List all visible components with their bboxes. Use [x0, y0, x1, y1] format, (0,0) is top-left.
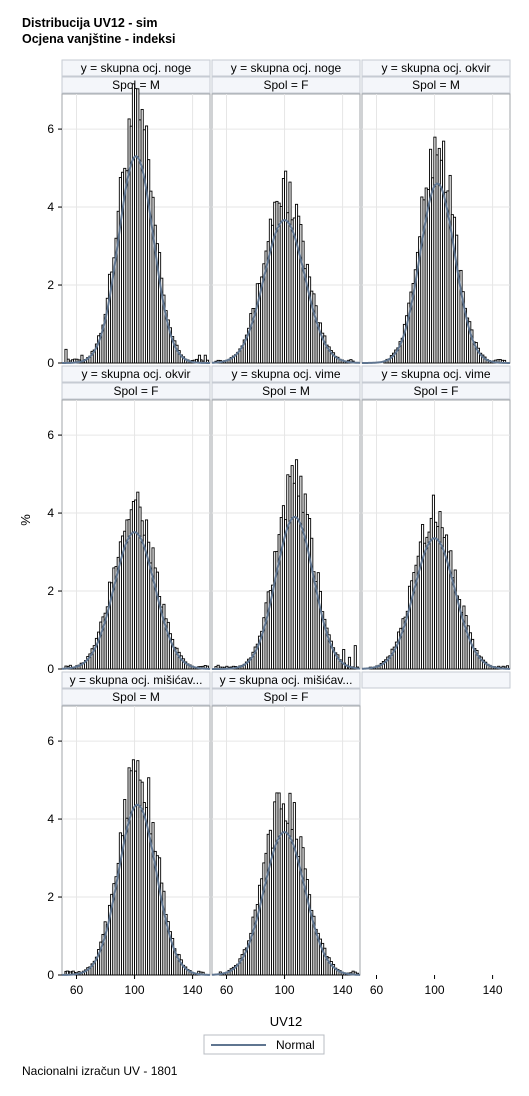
- y-tick-label: 6: [47, 428, 54, 442]
- x-tick-label: 140: [333, 983, 353, 997]
- normal-curve: [361, 537, 511, 670]
- x-tick-label: 60: [370, 983, 384, 997]
- y-tick-label: 6: [47, 122, 54, 136]
- normal-curve: [61, 531, 211, 670]
- chart-title-block: Distribucija UV12 - sim Ocjena vanjštine…: [22, 15, 176, 47]
- chart-subtitle: Ocjena vanjštine - indeksi: [22, 32, 176, 46]
- panel-header-y-label: y = skupna ocj. mišićav...: [70, 673, 203, 687]
- normal-curve: [61, 155, 211, 364]
- panel-header-spol-label: Spol = F: [113, 384, 158, 398]
- y-tick-label: 4: [47, 506, 54, 520]
- histogram-bar: [203, 354, 207, 364]
- panel-header-y-label: y = skupna ocj. vime: [381, 367, 490, 381]
- normal-curve: [362, 182, 511, 364]
- histogram-bar: [80, 354, 84, 364]
- chart-title: Distribucija UV12 - sim: [22, 16, 158, 30]
- y-tick-label: 4: [47, 200, 54, 214]
- panel-header-y-box: [61, 365, 211, 383]
- panel-header-spol-label: Spol = F: [263, 78, 308, 92]
- panel-header-y-label: y = skupna ocj. mišićav...: [220, 673, 353, 687]
- y-tick-label: 4: [47, 812, 54, 826]
- y-tick-label: 0: [47, 356, 54, 370]
- panel-header-y-label: y = skupna ocj. noge: [231, 61, 342, 75]
- panel-header-spol-box: [211, 76, 361, 94]
- panel-header-spol-box: [211, 688, 361, 706]
- x-tick-label: 100: [425, 983, 445, 997]
- panel-header-y-box: [61, 671, 211, 689]
- x-tick-label: 60: [70, 983, 84, 997]
- panel-header-y-box: [361, 365, 511, 383]
- histogram-bar: [347, 656, 352, 670]
- x-tick-label: 100: [275, 983, 295, 997]
- normal-curve: [212, 515, 361, 670]
- panel-header-spol-box: [61, 688, 211, 706]
- y-tick-label: 6: [47, 734, 54, 748]
- x-tick-label: 60: [220, 983, 234, 997]
- y-tick-label: 0: [47, 662, 54, 676]
- y-axis-title: %: [18, 514, 33, 526]
- panel-header-spol-box: [211, 382, 361, 400]
- normal-curve: [61, 803, 211, 976]
- y-tick-label: 2: [47, 890, 54, 904]
- histogram-bar: [64, 348, 68, 364]
- y-tick-label: 2: [47, 584, 54, 598]
- panel-header-spol-box: [61, 382, 211, 400]
- panel-header-y-label: y = skupna ocj. noge: [81, 61, 192, 75]
- histogram-bar: [342, 649, 346, 670]
- panel-header-spol-label: Spol = M: [112, 78, 160, 92]
- empty-panel-header: [361, 671, 511, 689]
- panel-header-spol-label: Spol = M: [112, 690, 160, 704]
- panel-header-y-label: y = skupna ocj. vime: [231, 367, 340, 381]
- panel-header-spol-box: [361, 76, 511, 94]
- x-tick-label: 100: [125, 983, 145, 997]
- histogram-bar: [90, 350, 94, 364]
- histogram-bar: [353, 645, 357, 670]
- panel-header-spol-label: Spol = M: [412, 78, 460, 92]
- panel-header-y-box: [61, 59, 211, 77]
- panel-header-y-box: [361, 59, 511, 77]
- panel-header-y-label: y = skupna ocj. okvir: [381, 61, 490, 75]
- panel-header-spol-label: Spol = F: [413, 384, 458, 398]
- legend-label: Normal: [276, 1038, 315, 1052]
- panel-header-y-box: [211, 365, 361, 383]
- panel-header-spol-label: Spol = F: [263, 690, 308, 704]
- normal-curve: [211, 219, 361, 364]
- y-tick-label: 0: [47, 968, 54, 982]
- panel-header-spol-label: Spol = M: [262, 384, 310, 398]
- x-axis-title: UV12: [270, 1014, 303, 1029]
- panel-header-spol-box: [361, 382, 511, 400]
- x-tick-label: 140: [483, 983, 503, 997]
- panel-header-y-label: y = skupna ocj. okvir: [81, 367, 190, 381]
- footnote: Nacionalni izračun UV - 1801: [22, 1064, 178, 1078]
- y-tick-label: 2: [47, 278, 54, 292]
- normal-curve: [211, 831, 361, 976]
- panel-header-y-box: [211, 671, 361, 689]
- panel-header-y-box: [211, 59, 361, 77]
- empty-panel-area: [361, 705, 511, 976]
- x-tick-label: 140: [183, 983, 203, 997]
